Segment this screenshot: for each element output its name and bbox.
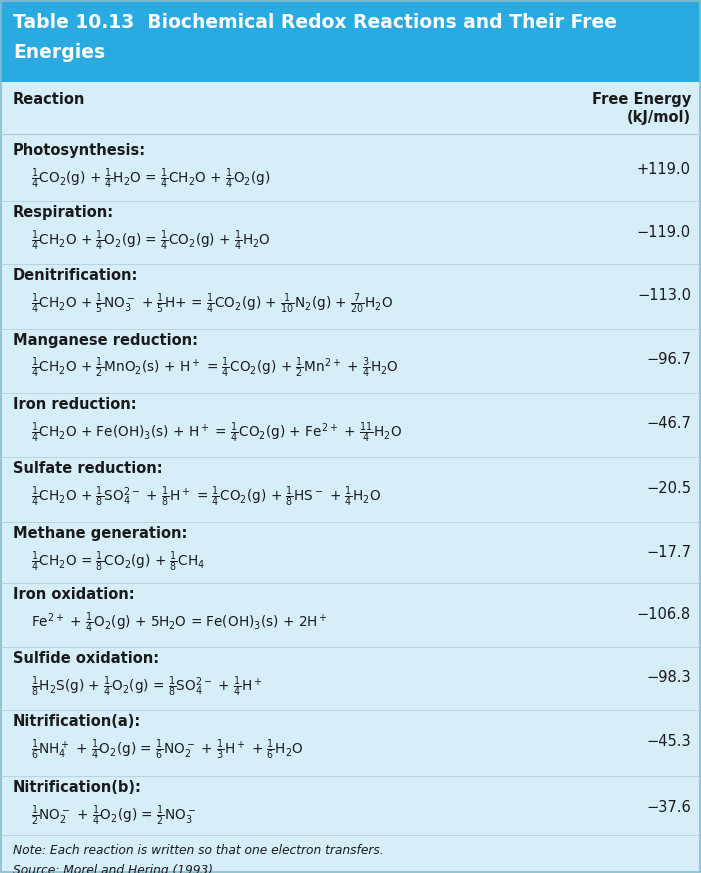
Text: Free Energy: Free Energy <box>592 92 691 107</box>
Text: Iron oxidation:: Iron oxidation: <box>13 588 135 602</box>
Text: $\frac{1}{4}$CO$_2$(g) + $\frac{1}{4}$H$_2$O = $\frac{1}{4}$CH$_2$O + $\frac{1}{: $\frac{1}{4}$CO$_2$(g) + $\frac{1}{4}$H$… <box>31 167 271 191</box>
Text: Sulfide oxidation:: Sulfide oxidation: <box>13 651 159 666</box>
Text: $\frac{1}{4}$CH$_2$O + $\frac{1}{5}$NO$_3^-$ + $\frac{1}{5}$H+ = $\frac{1}{4}$CO: $\frac{1}{4}$CH$_2$O + $\frac{1}{5}$NO$_… <box>31 292 393 316</box>
Text: Iron reduction:: Iron reduction: <box>13 397 137 412</box>
Text: Table 10.13  Biochemical Redox Reactions and Their Free: Table 10.13 Biochemical Redox Reactions … <box>13 13 617 32</box>
Text: −46.7: −46.7 <box>646 416 691 431</box>
Text: −98.3: −98.3 <box>646 670 691 685</box>
Text: $\frac{1}{6}$NH$_4^+$ + $\frac{1}{4}$O$_2$(g) = $\frac{1}{6}$NO$_2^-$ + $\frac{1: $\frac{1}{6}$NH$_4^+$ + $\frac{1}{4}$O$_… <box>31 738 304 762</box>
Text: $\frac{1}{8}$H$_2$S(g) + $\frac{1}{4}$O$_2$(g) = $\frac{1}{8}$SO$_4^{2-}$ + $\fr: $\frac{1}{8}$H$_2$S(g) + $\frac{1}{4}$O$… <box>31 675 263 698</box>
Text: Energies: Energies <box>13 43 105 62</box>
Text: Note: Each reaction is written so that one electron transfers.: Note: Each reaction is written so that o… <box>13 844 383 857</box>
Text: Denitrification:: Denitrification: <box>13 268 138 283</box>
Text: −45.3: −45.3 <box>646 734 691 749</box>
Text: −113.0: −113.0 <box>637 287 691 303</box>
Text: −37.6: −37.6 <box>646 800 691 815</box>
Text: $\frac{1}{4}$CH$_2$O + $\frac{1}{8}$SO$_4^{2-}$ + $\frac{1}{8}$H$^+$ = $\frac{1}: $\frac{1}{4}$CH$_2$O + $\frac{1}{8}$SO$_… <box>31 485 381 509</box>
Text: Photosynthesis:: Photosynthesis: <box>13 143 146 158</box>
Text: Respiration:: Respiration: <box>13 205 114 221</box>
Bar <box>0 0 701 82</box>
Text: Fe$^{2+}$ + $\frac{1}{4}$O$_2$(g) + 5H$_2$O = Fe(OH)$_3$(s) + 2H$^+$: Fe$^{2+}$ + $\frac{1}{4}$O$_2$(g) + 5H$_… <box>31 611 328 636</box>
Text: −96.7: −96.7 <box>646 352 691 367</box>
Text: −119.0: −119.0 <box>637 225 691 240</box>
Text: $\frac{1}{2}$NO$_2^-$ + $\frac{1}{4}$O$_2$(g) = $\frac{1}{2}$NO$_3^-$: $\frac{1}{2}$NO$_2^-$ + $\frac{1}{4}$O$_… <box>31 804 196 828</box>
Text: $\frac{1}{4}$CH$_2$O = $\frac{1}{8}$CO$_2$(g) + $\frac{1}{8}$CH$_4$: $\frac{1}{4}$CH$_2$O = $\frac{1}{8}$CO$_… <box>31 549 205 574</box>
Text: Source: Morel and Hering (1993).: Source: Morel and Hering (1993). <box>13 864 217 873</box>
Text: $\frac{1}{4}$CH$_2$O + $\frac{1}{4}$O$_2$(g) = $\frac{1}{4}$CO$_2$(g) + $\frac{1: $\frac{1}{4}$CH$_2$O + $\frac{1}{4}$O$_2… <box>31 229 271 253</box>
Text: $\frac{1}{4}$CH$_2$O + $\frac{1}{2}$MnO$_2$(s) + H$^+$ = $\frac{1}{4}$CO$_2$(g) : $\frac{1}{4}$CH$_2$O + $\frac{1}{2}$MnO$… <box>31 356 399 381</box>
Text: −106.8: −106.8 <box>637 607 691 622</box>
Text: Nitrification(b):: Nitrification(b): <box>13 780 142 795</box>
Text: −20.5: −20.5 <box>646 481 691 496</box>
Text: Sulfate reduction:: Sulfate reduction: <box>13 462 163 477</box>
Text: +119.0: +119.0 <box>637 162 691 177</box>
Text: Reaction: Reaction <box>13 92 86 107</box>
Text: (kJ/mol): (kJ/mol) <box>627 111 691 126</box>
Text: $\frac{1}{4}$CH$_2$O + Fe(OH)$_3$(s) + H$^+$ = $\frac{1}{4}$CO$_2$(g) + Fe$^{2+}: $\frac{1}{4}$CH$_2$O + Fe(OH)$_3$(s) + H… <box>31 421 402 444</box>
Text: Methane generation:: Methane generation: <box>13 526 187 541</box>
Text: −17.7: −17.7 <box>646 546 691 560</box>
Text: Manganese reduction:: Manganese reduction: <box>13 333 198 347</box>
Text: Nitrification(a):: Nitrification(a): <box>13 714 141 730</box>
